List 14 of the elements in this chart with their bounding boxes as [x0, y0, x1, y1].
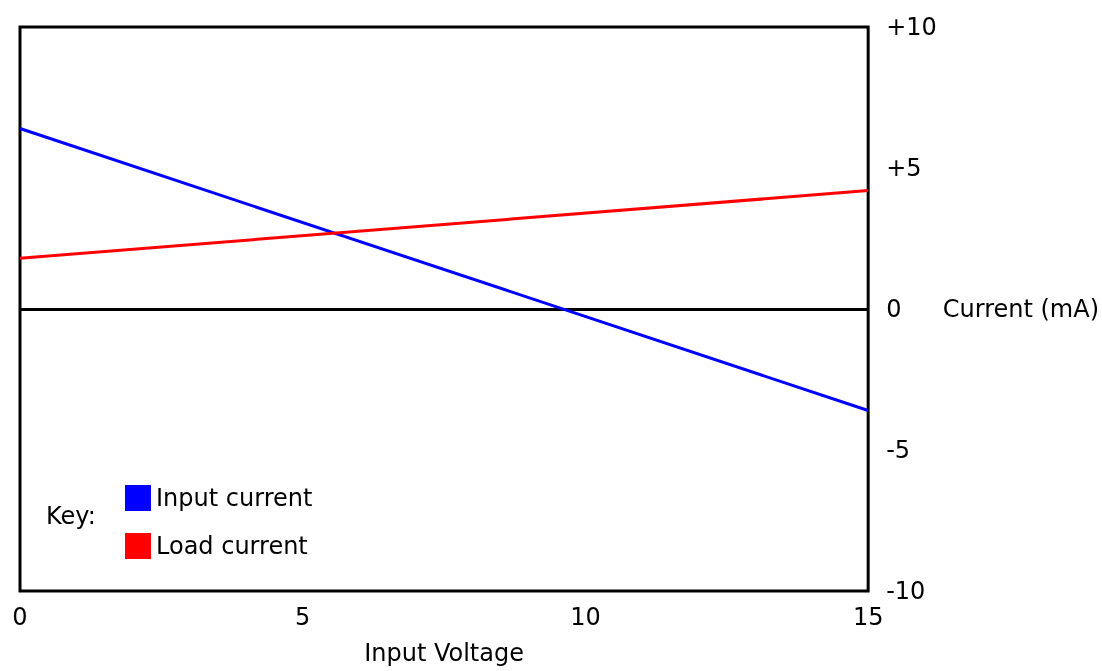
y-tick-label: +5: [886, 154, 922, 182]
y-tick-label: 0: [886, 295, 902, 323]
x-tick-label: 10: [570, 603, 601, 631]
y-tick-label: -10: [886, 577, 926, 605]
legend-label: Load current: [156, 532, 308, 560]
y-tick-label: -5: [886, 436, 911, 464]
legend-label: Input current: [156, 484, 313, 512]
x-tick-label: 0: [12, 603, 28, 631]
y-tick-label: +10: [886, 13, 937, 41]
y-axis-title: Current (mA): [942, 295, 1099, 323]
x-tick-label: 15: [852, 603, 884, 631]
legend-title: Key:: [46, 502, 96, 530]
x-tick-label: 5: [295, 603, 311, 631]
x-axis-title: Input Voltage: [364, 639, 524, 667]
